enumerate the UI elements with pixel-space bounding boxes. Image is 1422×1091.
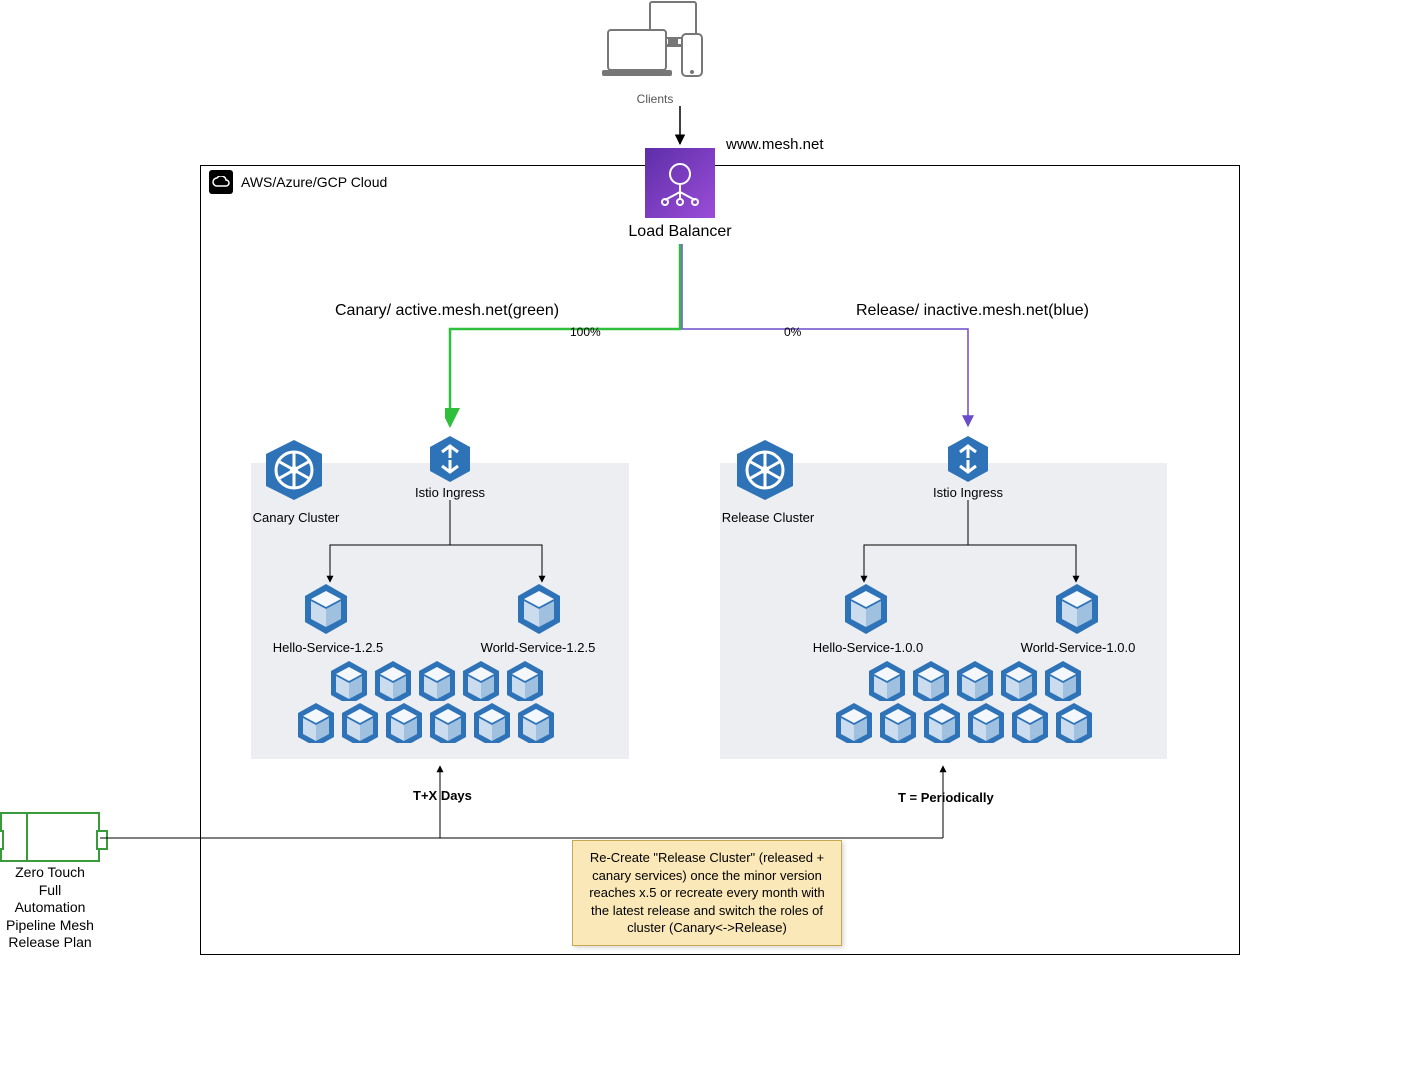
release-fork	[856, 500, 1116, 590]
release-pods	[854, 661, 1096, 743]
release-svc-b-icon	[1054, 584, 1100, 639]
route-canary-pct: 100%	[570, 325, 601, 339]
note-box: Re-Create "Release Cluster" (released + …	[572, 840, 842, 946]
route-canary-line	[445, 244, 685, 434]
canary-svc-b-icon	[516, 584, 562, 639]
release-istio-icon	[946, 436, 990, 487]
arrow-clients-lb	[675, 106, 685, 148]
canary-svc-a-icon	[303, 584, 349, 639]
domain-label: www.mesh.net	[726, 136, 824, 153]
release-svc-a-icon	[843, 584, 889, 639]
timeline-release-label: T = Periodically	[898, 790, 994, 805]
clients-icon	[600, 0, 710, 95]
timeline-canary-label: T+X Days	[413, 788, 472, 803]
cloud-title: AWS/Azure/GCP Cloud	[241, 174, 387, 190]
load-balancer-icon	[645, 148, 715, 218]
release-svc-b-label: World-Service-1.0.0	[1008, 640, 1148, 655]
release-svc-a-label: Hello-Service-1.0.0	[798, 640, 938, 655]
canary-svc-b-label: World-Service-1.2.5	[468, 640, 608, 655]
canary-fork	[322, 500, 582, 590]
release-ingress-label: Istio Ingress	[918, 485, 1018, 500]
canary-k8s-icon	[264, 440, 324, 505]
clients-label: Clients	[600, 92, 710, 106]
release-cluster-title: Release Cluster	[718, 510, 818, 525]
release-k8s-icon	[735, 440, 795, 505]
pipeline-label: Zero Touch Full Automation Pipeline Mesh…	[0, 864, 102, 952]
load-balancer-label: Load Balancer	[600, 223, 760, 241]
canary-istio-icon	[428, 436, 472, 487]
route-release-label: Release/ inactive.mesh.net(blue)	[856, 302, 1089, 320]
cloud-header: AWS/Azure/GCP Cloud	[201, 166, 1239, 198]
canary-svc-a-label: Hello-Service-1.2.5	[258, 640, 398, 655]
route-canary-label: Canary/ active.mesh.net(green)	[335, 302, 559, 320]
timeline-line	[100, 758, 950, 848]
pipeline-icon	[0, 812, 100, 862]
route-release-line	[680, 244, 974, 434]
canary-pods	[316, 661, 558, 743]
canary-ingress-label: Istio Ingress	[400, 485, 500, 500]
cloud-icon	[209, 170, 233, 194]
route-release-pct: 0%	[784, 325, 801, 339]
